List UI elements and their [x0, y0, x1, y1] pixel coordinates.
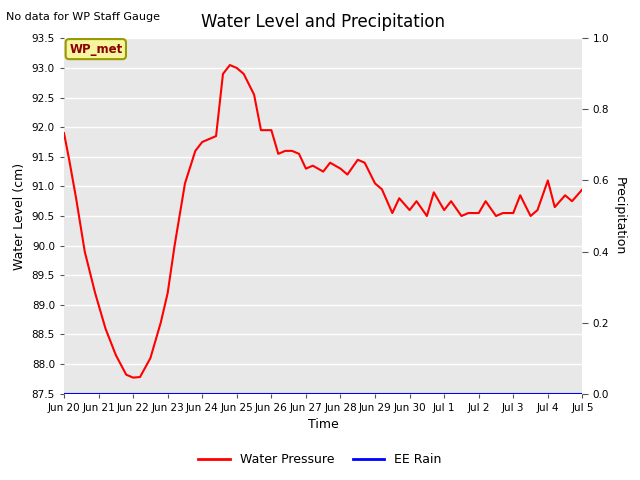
X-axis label: Time: Time	[308, 418, 339, 431]
Title: Water Level and Precipitation: Water Level and Precipitation	[201, 13, 445, 31]
Y-axis label: Precipitation: Precipitation	[613, 177, 626, 255]
Text: WP_met: WP_met	[69, 43, 122, 56]
Text: No data for WP Staff Gauge: No data for WP Staff Gauge	[6, 12, 161, 22]
Y-axis label: Water Level (cm): Water Level (cm)	[13, 162, 26, 270]
Legend: Water Pressure, EE Rain: Water Pressure, EE Rain	[193, 448, 447, 471]
